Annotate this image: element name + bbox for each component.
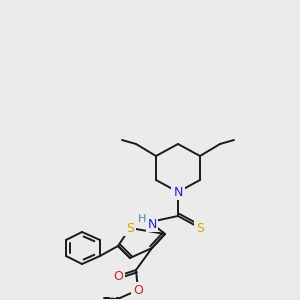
Text: N: N — [147, 218, 157, 230]
Text: S: S — [126, 221, 134, 235]
Text: methyl: methyl — [111, 296, 116, 298]
Text: O: O — [133, 284, 143, 296]
Text: O: O — [113, 269, 123, 283]
Text: S: S — [196, 221, 204, 235]
Text: H: H — [138, 214, 146, 224]
Text: N: N — [173, 185, 183, 199]
